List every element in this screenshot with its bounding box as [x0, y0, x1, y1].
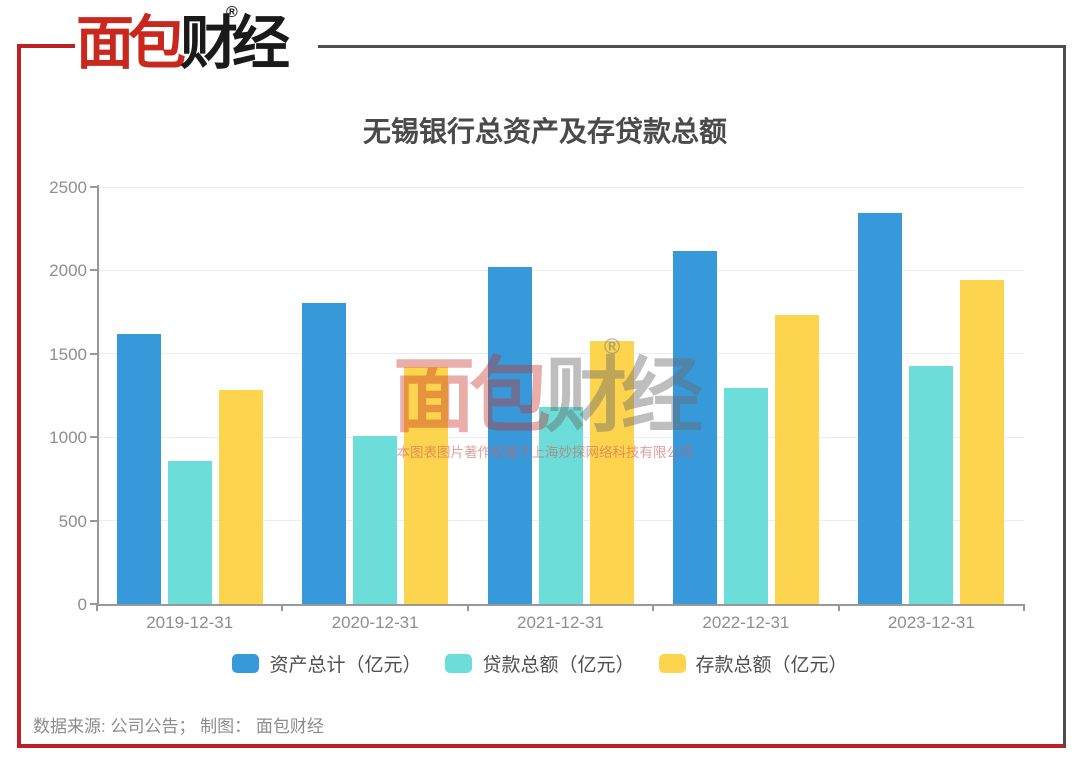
watermark-registered-trademark-icon: ®	[604, 334, 621, 359]
bar	[353, 436, 398, 604]
y-axis-line	[97, 185, 99, 606]
bar	[302, 303, 347, 604]
bar	[116, 334, 161, 604]
x-axis-category-label: 2021-12-31	[517, 613, 604, 632]
bar	[538, 407, 583, 604]
x-axis-category-label: 2020-12-31	[331, 613, 419, 632]
y-axis-tick	[90, 436, 97, 439]
bar	[218, 390, 263, 604]
legend-swatch	[445, 654, 473, 673]
x-axis-category-label: 2019-12-31	[146, 613, 234, 632]
y-axis-tick	[90, 352, 97, 355]
y-axis-tick-label: 500	[58, 511, 87, 531]
x-axis-line	[97, 604, 1024, 606]
data-source-note: 数据来源: 公司公告； 制图： 面包财经	[33, 717, 324, 736]
y-axis-tick-label: 0	[77, 595, 87, 614]
x-axis-category-label: 2022-12-31	[702, 613, 790, 632]
grid-line	[97, 186, 1024, 188]
frame-gray-right-line	[1063, 45, 1066, 748]
frame-red-top-line	[17, 44, 75, 48]
brand-logo: 面包财经	[76, 11, 290, 76]
legend-item[interactable]: 存款总额（亿元）	[658, 650, 848, 677]
brand-logo-left-text: 面包	[76, 11, 186, 76]
x-axis-tick	[96, 604, 98, 611]
x-axis-tick	[466, 604, 469, 611]
frame-gray-top-line	[318, 45, 1066, 48]
x-axis-tick	[652, 604, 655, 611]
bar	[858, 213, 903, 604]
legend-label: 资产总计（亿元）	[269, 655, 422, 676]
registered-trademark-icon: ®	[226, 4, 238, 21]
y-axis-tick	[90, 186, 97, 188]
watermark-logo-right-text: 财经	[545, 351, 703, 442]
x-axis-category-label: 2023-12-31	[887, 613, 975, 632]
bar	[672, 251, 717, 604]
y-axis-tick	[90, 519, 97, 522]
x-axis-tick	[1023, 604, 1025, 611]
y-axis-tick-label: 2000	[49, 261, 87, 281]
grid-line	[97, 353, 1024, 355]
y-axis-tick-label: 1000	[49, 428, 87, 448]
bar	[774, 315, 819, 604]
bar	[960, 280, 1005, 604]
legend-swatch	[658, 654, 686, 673]
legend-label: 存款总额（亿元）	[695, 655, 848, 676]
legend-label: 贷款总额（亿元）	[482, 655, 635, 676]
frame-red-bottom-line	[17, 744, 1066, 748]
bar	[909, 366, 954, 604]
brand-logo-right-text: 财经	[180, 11, 290, 76]
bar	[723, 388, 768, 604]
x-axis-tick	[837, 604, 840, 611]
bar	[404, 367, 449, 604]
bar	[589, 341, 634, 604]
frame-red-left-line	[17, 44, 21, 748]
grid-line	[97, 269, 1024, 271]
bar	[167, 461, 212, 604]
y-axis-tick	[90, 269, 97, 272]
legend-item[interactable]: 资产总计（亿元）	[232, 650, 421, 677]
chart-title: 无锡银行总资产及存贷款总额	[362, 116, 727, 147]
chart-legend: 资产总计（亿元） 贷款总额（亿元） 存款总额（亿元）	[50, 650, 1030, 677]
x-axis-tick	[281, 604, 284, 611]
legend-swatch	[232, 654, 260, 673]
y-axis-tick	[90, 603, 97, 605]
watermark-logo-left-text: 面包	[392, 351, 551, 442]
y-axis-tick-label: 2500	[49, 178, 87, 197]
bar	[487, 267, 532, 604]
watermark-logo: 面包财经	[0, 356, 1080, 438]
watermark-copyright-text: 本图表图片著作权属于上海妙探网络科技有限公司	[396, 445, 694, 460]
y-axis-tick-label: 1500	[49, 344, 87, 364]
legend-item[interactable]: 贷款总额（亿元）	[445, 650, 635, 677]
